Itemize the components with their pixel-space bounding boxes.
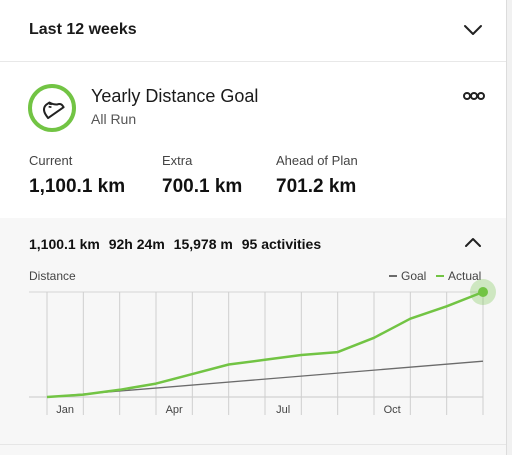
stat-label: Ahead of Plan (276, 153, 358, 168)
stat-label: Current (29, 153, 73, 168)
total-activities: 95 activities (241, 236, 322, 252)
x-tick-label: Apr (166, 404, 183, 416)
chart-legend: Goal Actual (389, 269, 481, 283)
chevron-down-icon[interactable] (462, 21, 484, 39)
current-point (478, 287, 488, 297)
stat-value: 701.2 km (276, 176, 357, 197)
legend-label-goal: Goal (401, 269, 426, 283)
total-elevation: 15,978 m (173, 236, 233, 252)
chart-series (46, 279, 496, 399)
goal-card: Yearly Distance Goal All Run Current 1,1… (0, 62, 506, 218)
legend-label-actual: Actual (448, 269, 481, 283)
scrollbar[interactable] (506, 0, 512, 455)
series-line-actual (46, 290, 484, 399)
x-axis-ticks: Jan Apr Jul Oct (56, 404, 400, 416)
chart-grid (29, 291, 484, 415)
total-time: 92h 24m (108, 236, 165, 252)
stat-value: 1,100.1 km (29, 176, 126, 197)
total-distance: 1,100.1 km (29, 236, 100, 252)
summary-totals: 1,100.1 km 92h 24m 15,978 m 95 activitie… (29, 236, 326, 252)
running-shoe-icon (28, 84, 76, 132)
x-tick-label: Jan (56, 404, 74, 416)
period-selector[interactable]: Last 12 weeks (0, 0, 512, 62)
stat-current: Current 1,100.1 km (29, 153, 125, 198)
stat-ahead-of-plan: Ahead of Plan 701.2 km (276, 153, 358, 198)
y-axis-label: Distance (29, 269, 76, 283)
summary-panel: 1,100.1 km 92h 24m 15,978 m 95 activitie… (0, 218, 506, 455)
goal-title: Yearly Distance Goal (91, 86, 259, 106)
more-options-icon[interactable] (463, 90, 485, 102)
chevron-up-icon[interactable] (463, 235, 483, 249)
x-tick-label: Jul (276, 404, 290, 416)
stat-value: 700.1 km (162, 176, 243, 197)
stat-label: Extra (162, 153, 193, 168)
period-title: Last 12 weeks (29, 21, 137, 38)
x-tick-label: Oct (384, 404, 401, 416)
divider (0, 444, 506, 445)
distance-chart: Distance Goal Actual Jan Apr Jul Oct (29, 269, 496, 416)
stat-extra: Extra 700.1 km (162, 153, 242, 198)
goal-subtitle: All Run (91, 111, 137, 127)
